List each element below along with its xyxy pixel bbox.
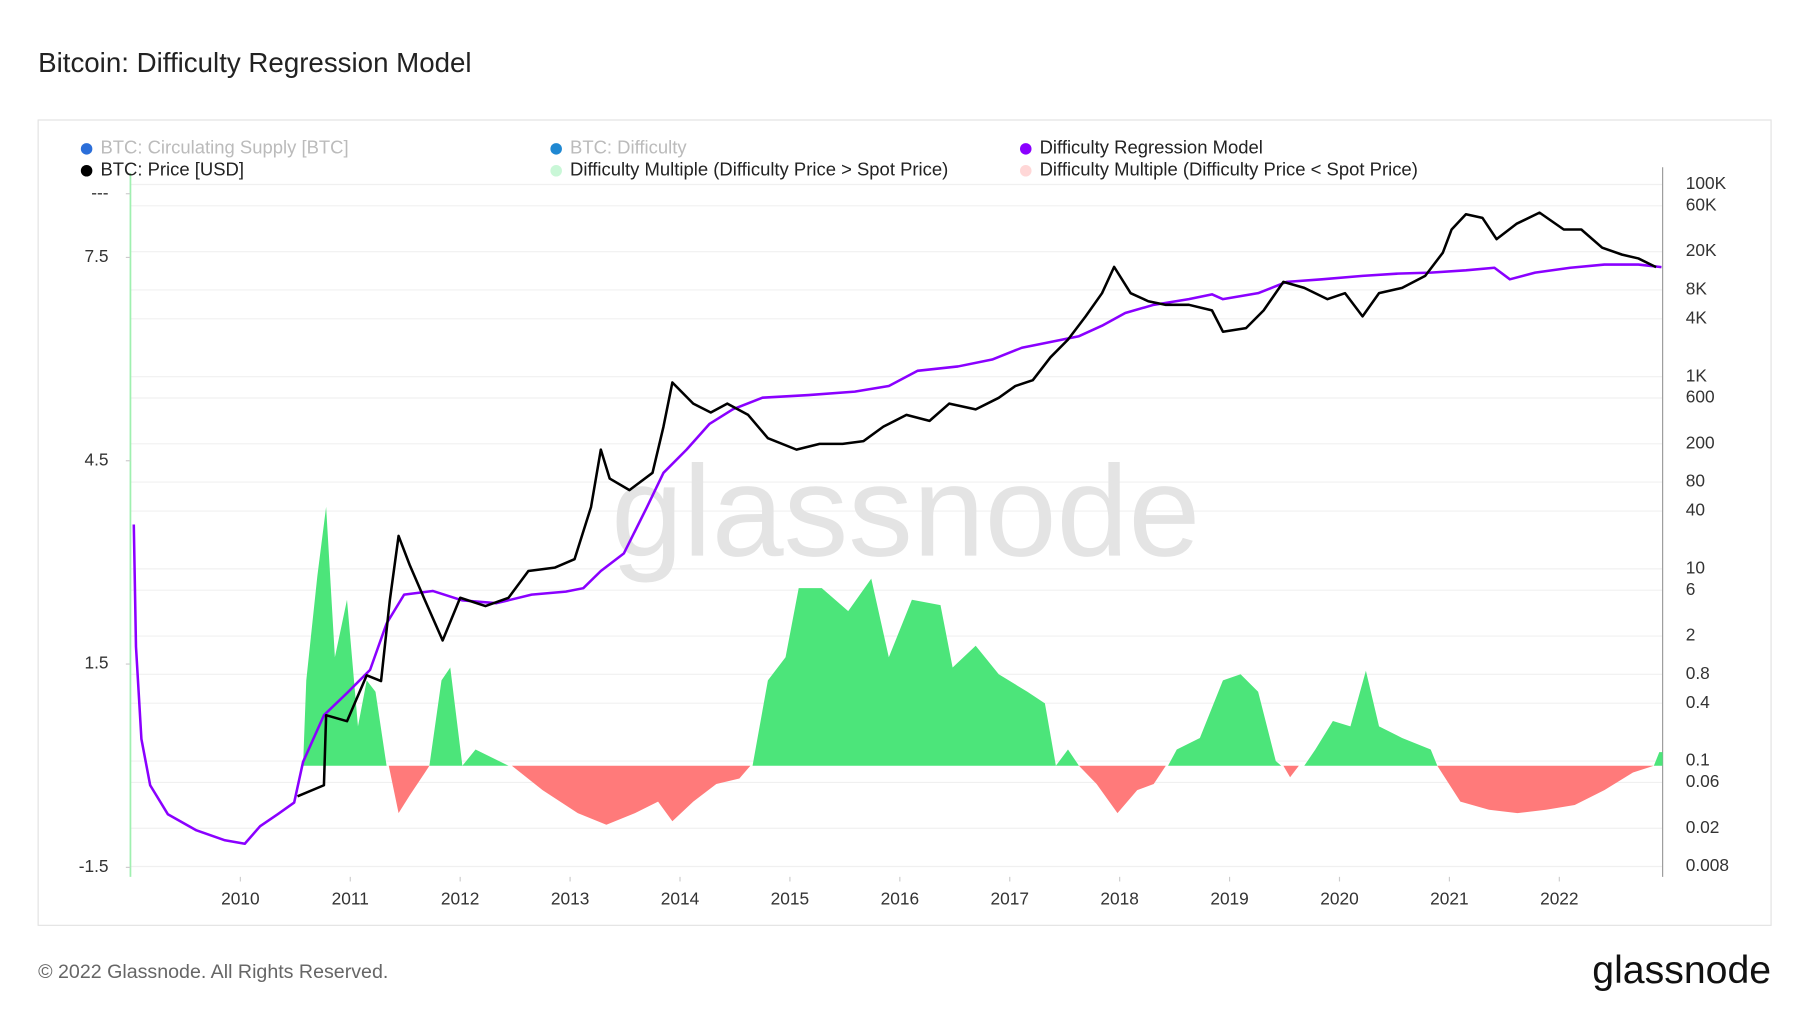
y2-tick-label: 40 xyxy=(1686,500,1705,520)
y2-tick-label: 80 xyxy=(1686,471,1705,491)
x-tick-label: 2016 xyxy=(881,888,919,908)
chart-title: Bitcoin: Difficulty Regression Model xyxy=(38,47,471,78)
legend-label[interactable]: BTC: Difficulty xyxy=(570,137,687,158)
y2-tick-label: 4K xyxy=(1686,307,1708,327)
legend-label[interactable]: BTC: Price [USD] xyxy=(100,159,244,180)
x-tick-label: 2017 xyxy=(991,888,1029,908)
y2-tick-label: 0.1 xyxy=(1686,750,1710,770)
y2-tick-label: 20K xyxy=(1686,240,1717,260)
x-tick-label: 2010 xyxy=(221,888,259,908)
watermark: glassnode xyxy=(611,440,1200,584)
legend-marker xyxy=(550,164,562,177)
y2-tick-label: 0.8 xyxy=(1686,663,1710,683)
legend-marker xyxy=(550,143,562,155)
y2-tick-label: 6 xyxy=(1686,579,1696,599)
chart-frame xyxy=(37,119,1772,926)
x-tick-label: 2014 xyxy=(661,888,700,908)
y-tick-label: -1.5 xyxy=(79,856,109,876)
y-tick-label: 7.5 xyxy=(84,246,108,266)
legend-label[interactable]: Difficulty Multiple (Difficulty Price > … xyxy=(570,159,948,180)
y2-tick-label: 10 xyxy=(1686,557,1705,577)
legend-marker xyxy=(1019,143,1032,155)
series-line xyxy=(132,263,1662,846)
y2-tick-label: 8K xyxy=(1686,278,1708,298)
legend-label[interactable]: Difficulty Regression Model xyxy=(1040,137,1263,158)
legend-marker xyxy=(80,164,93,177)
x-tick-label: 2019 xyxy=(1210,888,1248,908)
x-tick-label: 2021 xyxy=(1430,888,1468,908)
y2-tick-label: 2 xyxy=(1686,625,1696,645)
y-tick-label: 1.5 xyxy=(84,653,108,673)
y2-tick-label: 200 xyxy=(1686,432,1715,452)
y2-tick-label: 60K xyxy=(1686,194,1717,214)
x-tick-label: 2018 xyxy=(1100,888,1138,908)
x-tick-label: 2020 xyxy=(1320,888,1358,908)
series-line xyxy=(297,211,1657,798)
x-tick-label: 2013 xyxy=(551,888,589,908)
legend-label[interactable]: Difficulty Multiple (Difficulty Price < … xyxy=(1040,159,1418,180)
series-area xyxy=(388,765,1654,825)
y2-tick-label: 0.02 xyxy=(1686,817,1720,837)
y2-tick-label: 100K xyxy=(1686,173,1727,193)
x-tick-label: 2012 xyxy=(441,888,479,908)
y2-tick-label: 0.008 xyxy=(1686,855,1729,875)
y2-tick-label: 1K xyxy=(1686,365,1708,385)
y2-tick-label: 0.4 xyxy=(1686,692,1710,712)
brand-logo: glassnode xyxy=(1592,948,1771,992)
y2-tick-label: 600 xyxy=(1686,387,1715,407)
x-tick-label: 2015 xyxy=(771,888,809,908)
x-tick-label: 2011 xyxy=(332,888,369,908)
y2-tick-label: 0.06 xyxy=(1686,771,1720,791)
copyright: © 2022 Glassnode. All Rights Reserved. xyxy=(38,961,388,983)
x-tick-label: 2022 xyxy=(1540,888,1578,908)
y-tick-label: 4.5 xyxy=(84,449,108,469)
y-tick-label: --- xyxy=(91,182,108,202)
legend-marker xyxy=(1019,164,1032,177)
legend-label[interactable]: BTC: Circulating Supply [BTC] xyxy=(100,137,348,158)
series-area xyxy=(303,506,1663,766)
legend-marker xyxy=(80,143,93,155)
